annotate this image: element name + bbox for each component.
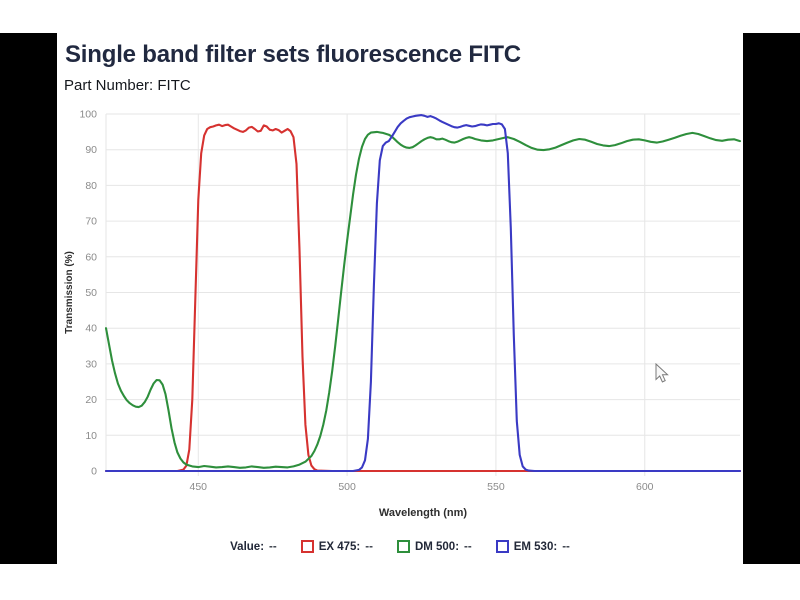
- y-tick-label: 0: [91, 466, 97, 478]
- y-axis-title: Transmission (%): [64, 251, 75, 334]
- series-dm-500: [104, 130, 742, 469]
- dm500-swatch-icon: [396, 540, 410, 553]
- legend-ex475-label: EX 475:: [318, 540, 361, 553]
- x-tick-label: 550: [487, 481, 505, 493]
- letterbox-left: [0, 33, 57, 564]
- y-tick-label: 20: [85, 394, 97, 406]
- y-tick-label: 50: [85, 287, 97, 299]
- ex475-swatch-icon: [300, 540, 314, 553]
- legend-em530-value: --: [562, 540, 570, 553]
- y-tick-label: 10: [85, 430, 97, 442]
- legend-value-text: --: [269, 540, 277, 553]
- part-number-label: Part Number:: [64, 77, 154, 94]
- y-tick-label: 70: [85, 216, 97, 228]
- page-title: Single band filter sets fluorescence FIT…: [65, 41, 521, 68]
- legend-dm500-value: --: [464, 540, 472, 553]
- y-tick-label: 80: [85, 180, 97, 192]
- y-tick-label: 40: [85, 323, 97, 335]
- legend-item-em530[interactable]: EM 530: --: [495, 540, 570, 553]
- y-tick-label: 30: [85, 358, 97, 370]
- series-ex-475: [104, 123, 742, 473]
- series-em-530: [104, 114, 742, 473]
- mouse-cursor: [655, 363, 669, 383]
- legend-em530-label: EM 530:: [513, 540, 558, 553]
- part-number: Part Number: FITC: [64, 77, 191, 94]
- y-tick-label: 90: [85, 144, 97, 156]
- legend-value-label: Value:: [230, 540, 265, 553]
- x-tick-label: 500: [338, 481, 356, 493]
- part-number-value: FITC: [157, 77, 191, 94]
- x-axis-title: Wavelength (nm): [379, 507, 468, 519]
- x-tick-label: 450: [190, 481, 208, 493]
- legend-item-ex475[interactable]: EX 475: --: [300, 540, 373, 553]
- chart-legend: Value: -- EX 475: -- DM 500: -- EM 530: …: [57, 540, 743, 553]
- legend-item-dm500[interactable]: DM 500: --: [396, 540, 472, 553]
- letterbox-right: [743, 33, 800, 564]
- y-tick-label: 60: [85, 251, 97, 263]
- x-tick-label: 600: [636, 481, 654, 493]
- legend-ex475-value: --: [365, 540, 373, 553]
- legend-dm500-label: DM 500:: [414, 540, 460, 553]
- em530-swatch-icon: [495, 540, 509, 553]
- y-tick-label: 100: [79, 109, 97, 121]
- legend-value: Value: --: [230, 541, 277, 553]
